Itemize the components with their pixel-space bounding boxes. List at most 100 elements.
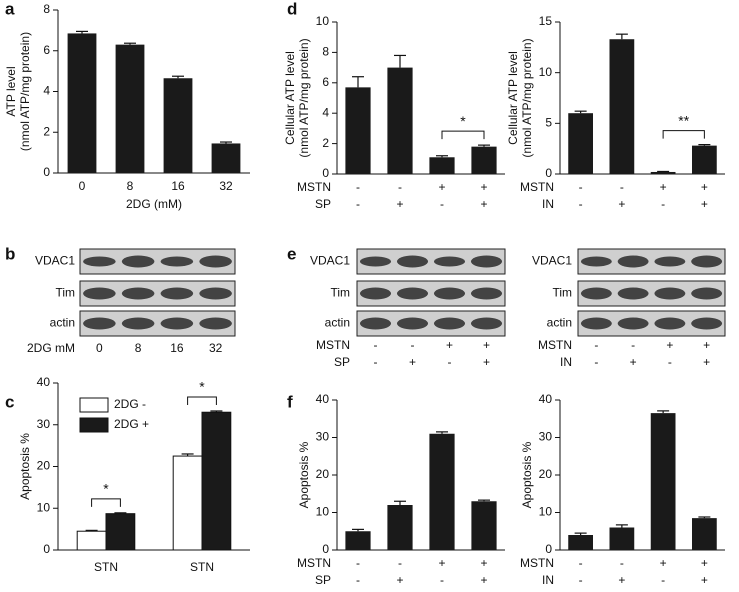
bar xyxy=(609,39,635,174)
condition-value: - xyxy=(356,180,360,194)
significance-label: * xyxy=(460,113,466,129)
bar xyxy=(429,433,455,550)
significance-label: * xyxy=(103,481,109,497)
condition-value: - xyxy=(398,180,402,194)
x-tick-label: 32 xyxy=(219,179,233,193)
blot-band xyxy=(83,256,116,267)
bar xyxy=(692,518,717,550)
condition-name: MSTN xyxy=(538,338,572,352)
blot-band xyxy=(359,317,392,330)
condition-name: SP xyxy=(315,197,331,211)
bar xyxy=(211,143,241,173)
condition-value: + xyxy=(438,180,445,194)
y-tick-label: 20 xyxy=(539,467,553,481)
y-tick-label: 20 xyxy=(37,459,51,473)
condition-value: - xyxy=(440,573,444,587)
blot-band xyxy=(359,256,392,267)
x-axis-label: 2DG (mM) xyxy=(126,197,182,211)
bar xyxy=(201,411,232,551)
blot-band xyxy=(580,287,612,300)
condition-name: IN xyxy=(542,573,554,587)
blot-band xyxy=(160,287,194,300)
condition-value: + xyxy=(630,355,637,369)
blot-row-label: VDAC1 xyxy=(532,254,572,268)
blot-row-label: actin xyxy=(547,316,572,330)
y-tick-label: 10 xyxy=(539,65,553,79)
significance-bracket xyxy=(441,130,485,140)
blot-band xyxy=(199,317,232,330)
y-axis-label: (nmol ATP/mg protein) xyxy=(520,38,534,157)
blot-row-label: VDAC1 xyxy=(35,254,75,268)
condition-value: + xyxy=(701,180,708,194)
blot-band xyxy=(470,287,503,300)
bar xyxy=(105,513,136,551)
condition-value: - xyxy=(631,338,635,352)
condition-value: - xyxy=(579,197,583,211)
y-tick-label: 2 xyxy=(322,136,329,150)
y-tick-label: 2 xyxy=(43,124,50,138)
condition-value: + xyxy=(703,355,710,369)
y-tick-label: 6 xyxy=(322,75,329,89)
condition-value: + xyxy=(409,355,416,369)
y-tick-label: 10 xyxy=(539,505,553,519)
condition-value: - xyxy=(620,180,624,194)
condition-value: - xyxy=(579,180,583,194)
y-axis-label: Apoptosis % xyxy=(18,433,32,500)
y-axis-label: Apoptosis % xyxy=(297,441,311,508)
blot-band xyxy=(580,256,612,267)
y-tick-label: 4 xyxy=(43,84,50,98)
legend-swatch xyxy=(79,417,109,433)
condition-value: - xyxy=(661,573,665,587)
blot-band xyxy=(654,256,686,267)
bar xyxy=(345,531,371,550)
blot-band xyxy=(580,317,612,330)
condition-value: - xyxy=(356,197,360,211)
legend-swatch xyxy=(79,397,109,413)
y-tick-label: 0 xyxy=(545,166,552,180)
blot-footer-name: 2DG mM xyxy=(27,341,75,355)
y-tick-label: 0 xyxy=(43,542,50,556)
condition-value: - xyxy=(668,355,672,369)
condition-name: MSTN xyxy=(297,180,331,194)
condition-value: + xyxy=(483,355,490,369)
condition-value: + xyxy=(396,197,403,211)
bar xyxy=(471,501,497,550)
condition-value: - xyxy=(594,338,598,352)
condition-value: + xyxy=(480,197,487,211)
y-tick-label: 0 xyxy=(322,542,329,556)
y-tick-label: 8 xyxy=(322,45,329,59)
y-tick-label: 10 xyxy=(316,14,330,28)
condition-value: - xyxy=(411,338,415,352)
condition-value: + xyxy=(660,556,667,570)
condition-value: + xyxy=(701,197,708,211)
blot-band xyxy=(396,255,429,268)
bar xyxy=(67,33,97,174)
bar xyxy=(387,67,413,174)
blot-band xyxy=(121,287,155,300)
bar xyxy=(115,44,145,174)
y-axis-label: ATP level xyxy=(4,66,18,116)
blot-row-label: actin xyxy=(50,316,75,330)
y-axis-label: Cellular ATP level xyxy=(283,51,297,145)
blot-band xyxy=(470,317,503,330)
blot-band xyxy=(359,287,392,300)
bar xyxy=(471,146,497,174)
significance-label: * xyxy=(199,379,205,395)
condition-value: + xyxy=(483,338,490,352)
y-tick-label: 10 xyxy=(37,500,51,514)
blot-band xyxy=(83,287,116,300)
blot-band xyxy=(617,255,649,268)
condition-value: + xyxy=(666,338,673,352)
blot-footer-value: 0 xyxy=(96,341,103,355)
y-tick-label: 30 xyxy=(37,417,51,431)
significance-bracket xyxy=(187,396,217,405)
blot-band xyxy=(654,287,686,300)
bar xyxy=(163,78,193,173)
blot-band xyxy=(691,317,723,330)
blot-band xyxy=(433,256,466,267)
blot-band xyxy=(470,255,503,268)
condition-value: - xyxy=(661,197,665,211)
panel-letter: a xyxy=(5,0,15,18)
bar xyxy=(650,171,676,174)
blot-band xyxy=(121,255,155,268)
